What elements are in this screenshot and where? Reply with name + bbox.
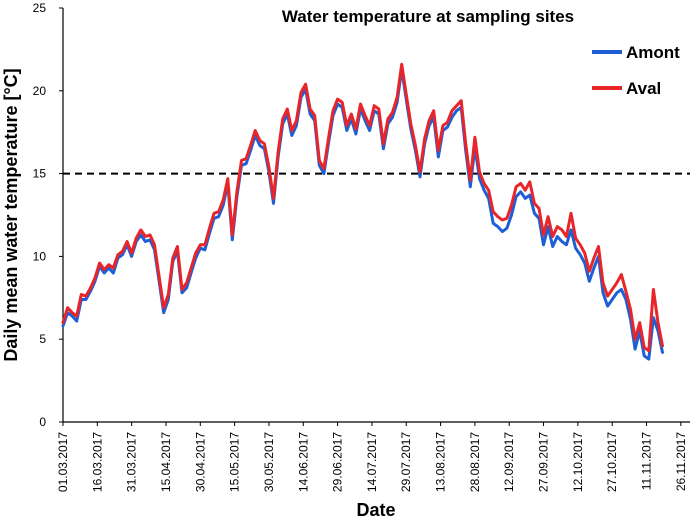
- legend: Amont Aval: [592, 43, 680, 98]
- x-tick-label: 30.05.2017: [262, 432, 276, 492]
- x-tick-label: 30.04.2017: [193, 432, 207, 492]
- series-lines: [61, 62, 664, 361]
- x-tick-label: 11.11.2017: [640, 432, 654, 491]
- x-tick-label: 31.03.2017: [125, 432, 139, 492]
- x-tick-label: 15.04.2017: [159, 432, 173, 492]
- y-tick-label: 5: [39, 332, 46, 346]
- x-tick-label: 27.10.2017: [605, 432, 619, 492]
- x-tick-label: 16.03.2017: [90, 432, 104, 492]
- x-axis-title: Date: [356, 500, 395, 520]
- x-tick-label: 29.07.2017: [399, 432, 413, 492]
- x-tick-label: 12.10.2017: [571, 432, 585, 492]
- x-tick-label: 15.05.2017: [228, 432, 242, 492]
- x-tick-label: 27.09.2017: [537, 432, 551, 492]
- x-tick-label: 29.06.2017: [331, 432, 345, 492]
- x-tick-label: 26.11.2017: [674, 432, 688, 491]
- x-tick-label: 12.09.2017: [502, 432, 516, 492]
- y-tick-label: 20: [33, 84, 47, 98]
- x-tick-label: 13.08.2017: [434, 432, 448, 492]
- y-tick-label: 0: [39, 415, 46, 429]
- y-tick-label: 15: [33, 167, 47, 181]
- series-line-aval: [61, 62, 664, 353]
- plot-area: [62, 8, 690, 423]
- x-tick-label: 14.06.2017: [296, 432, 310, 492]
- chart-title: Water temperature at sampling sites: [282, 7, 574, 26]
- x-axis-ticks: 01.03.2017 16.03.2017 31.03.2017 15.04.2017…: [56, 422, 688, 492]
- x-tick-label: 01.03.2017: [56, 432, 70, 492]
- x-tick-label: 14.07.2017: [365, 432, 379, 492]
- legend-label-aval: Aval: [626, 79, 661, 98]
- legend-label-amont: Amont: [626, 43, 680, 62]
- x-tick-label: 28.08.2017: [468, 432, 482, 492]
- y-tick-label: 25: [33, 1, 47, 15]
- y-tick-label: 10: [33, 249, 47, 263]
- y-axis-title: Daily mean water temperature [°C]: [1, 68, 21, 361]
- y-axis-ticks: 0 5 10 15 20 25: [33, 1, 63, 429]
